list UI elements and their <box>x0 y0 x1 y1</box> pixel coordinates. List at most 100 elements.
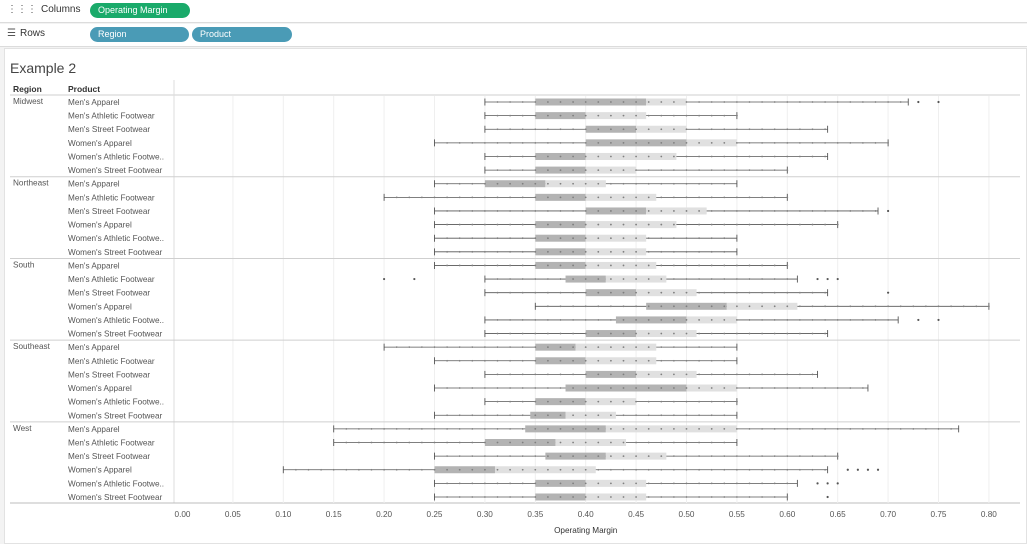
box-lower-half <box>535 98 647 106</box>
data-point <box>509 468 511 471</box>
data-point <box>799 332 801 335</box>
data-point <box>547 427 549 430</box>
box-lower-half <box>585 207 647 215</box>
data-point <box>521 468 524 471</box>
data-point <box>446 196 448 199</box>
data-point <box>660 169 663 172</box>
data-point <box>534 196 537 199</box>
data-point <box>509 291 511 294</box>
data-point <box>660 101 663 103</box>
data-point <box>547 101 549 103</box>
data-point <box>736 101 738 103</box>
box-upper-half <box>494 466 596 474</box>
x-tick-label: 0.50 <box>679 510 695 519</box>
data-point <box>761 169 763 172</box>
data-point <box>597 237 600 240</box>
data-point <box>723 169 726 172</box>
data-point <box>799 387 801 389</box>
data-point <box>509 359 511 362</box>
data-point <box>610 223 612 226</box>
data-point <box>925 427 927 430</box>
data-point <box>723 468 726 471</box>
data-point <box>799 128 801 131</box>
data-point <box>509 101 511 103</box>
columns-label-text: Columns <box>41 4 81 15</box>
data-point <box>458 223 461 226</box>
data-point <box>572 482 574 485</box>
region-label: West <box>13 424 32 433</box>
data-point <box>748 427 751 430</box>
data-point <box>647 400 650 403</box>
data-point <box>698 359 700 362</box>
box-upper-half <box>545 180 606 188</box>
data-point <box>521 291 524 294</box>
data-point <box>610 141 612 144</box>
data-point <box>799 468 801 471</box>
data-point <box>824 468 826 471</box>
data-point <box>761 196 763 199</box>
data-point <box>471 237 474 240</box>
data-point <box>786 332 789 335</box>
data-point <box>521 128 524 131</box>
data-point <box>685 101 688 103</box>
data-point <box>698 373 700 376</box>
product-label: Men's Apparel <box>68 261 120 270</box>
data-point <box>723 114 726 117</box>
data-point <box>597 101 600 103</box>
data-point <box>509 414 511 417</box>
data-point <box>534 441 537 444</box>
box-lower-half <box>545 452 606 460</box>
data-point <box>673 250 675 253</box>
product-label: Women's Athletic Footwe.. <box>68 234 164 243</box>
data-point <box>584 373 587 376</box>
data-point <box>736 482 738 485</box>
data-point <box>937 305 940 308</box>
product-pill[interactable]: Product <box>192 27 292 42</box>
operating-margin-pill[interactable]: Operating Margin <box>90 3 190 18</box>
product-label: Men's Apparel <box>68 180 120 189</box>
data-point <box>673 400 675 403</box>
data-point <box>660 441 663 444</box>
data-point <box>521 359 524 362</box>
data-point <box>660 346 663 349</box>
region-pill[interactable]: Region <box>90 27 189 42</box>
data-point <box>673 155 675 158</box>
data-point <box>610 346 612 349</box>
data-point <box>811 455 814 458</box>
data-point <box>509 237 511 240</box>
data-point <box>496 387 499 389</box>
data-point <box>912 427 915 430</box>
data-point <box>358 468 360 471</box>
data-point <box>509 400 511 403</box>
data-point <box>824 155 826 158</box>
data-point <box>635 141 637 144</box>
data-point <box>622 128 625 131</box>
data-point <box>622 496 625 498</box>
data-point <box>673 182 675 185</box>
data-point <box>698 114 700 117</box>
data-point <box>597 250 600 253</box>
data-point <box>547 346 549 349</box>
data-point <box>584 400 587 403</box>
data-point <box>736 455 738 458</box>
data-point <box>521 387 524 389</box>
data-point <box>899 305 902 308</box>
data-point <box>723 101 726 103</box>
data-point <box>597 141 600 144</box>
data-point <box>761 101 763 103</box>
data-point <box>446 482 448 485</box>
outlier-point <box>856 468 859 471</box>
data-point <box>710 196 713 199</box>
data-point <box>748 196 751 199</box>
data-point <box>710 359 713 362</box>
data-point <box>534 264 537 267</box>
data-point <box>673 414 675 417</box>
data-point <box>647 468 650 471</box>
data-point <box>698 427 700 430</box>
data-point <box>471 223 474 226</box>
data-point <box>484 346 486 349</box>
data-point <box>446 223 448 226</box>
data-point <box>862 210 864 212</box>
data-point <box>748 455 751 458</box>
data-point <box>673 332 675 335</box>
